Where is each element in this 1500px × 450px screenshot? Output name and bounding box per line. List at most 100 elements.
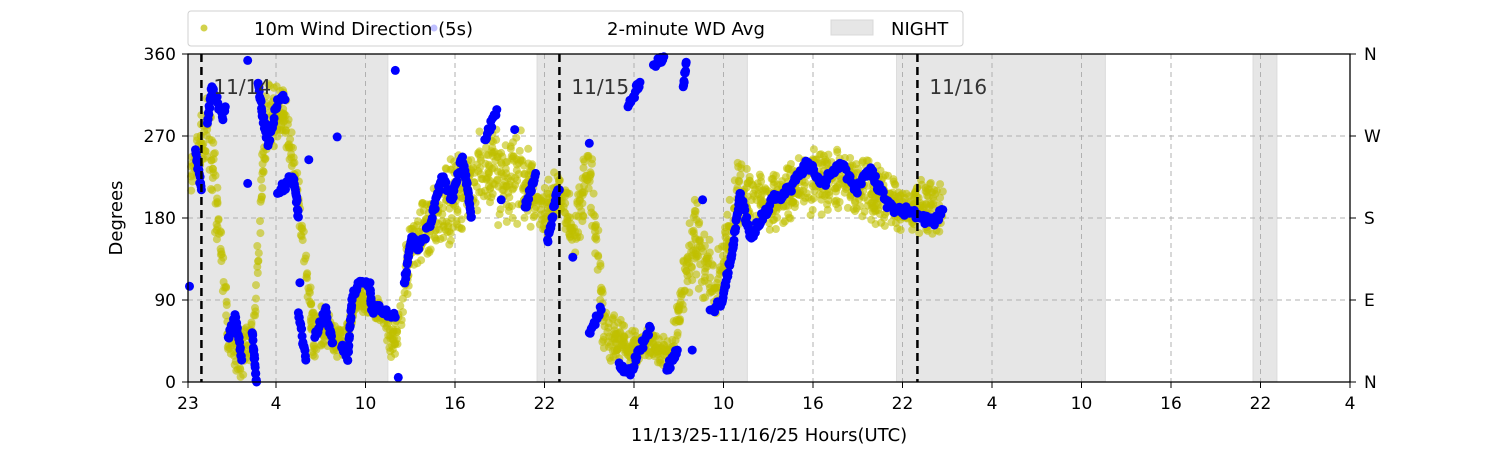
- wd-5s-point: [817, 210, 826, 219]
- grid-lines: [188, 54, 1350, 382]
- wd-5s-point: [590, 223, 599, 232]
- wd-5s-point: [936, 180, 945, 189]
- wd-2min-point: [698, 195, 708, 205]
- wd-5s-point: [197, 111, 206, 120]
- wd-5s-point: [210, 149, 219, 158]
- wd-5s-point: [709, 261, 718, 270]
- wd-5s-point: [691, 235, 700, 244]
- wd-5s-point: [439, 233, 448, 242]
- x-tick-label: 10: [1071, 394, 1093, 414]
- wd-5s-point: [497, 158, 506, 167]
- wd-5s-point: [482, 143, 491, 152]
- wd-5s-point: [305, 297, 314, 306]
- day-marker-label: 11/15: [571, 75, 629, 99]
- wd-5s-point: [256, 217, 264, 226]
- wd-5s-point: [252, 281, 260, 290]
- wd-2min-point: [390, 65, 400, 75]
- y-right-tick-label: W: [1364, 127, 1381, 147]
- wd-5s-point: [187, 186, 196, 195]
- x-axis-label: 11/13/25-11/16/25 Hours(UTC): [631, 425, 907, 446]
- wd-5s-point: [606, 356, 615, 365]
- wd-5s-point: [579, 212, 588, 221]
- wd-2min-point: [487, 122, 497, 132]
- wd-5s-point: [257, 175, 266, 184]
- wd-5s-point: [226, 349, 235, 358]
- wd-2min-point: [740, 205, 750, 215]
- night-band: [1252, 53, 1278, 383]
- wd-5s-point: [784, 164, 793, 173]
- wd-5s-point: [423, 249, 432, 258]
- wd-5s-point: [213, 183, 222, 192]
- wd-5s-point: [819, 151, 828, 160]
- day-marker-label: 11/16: [929, 75, 987, 99]
- wd-2min-point: [301, 355, 311, 365]
- wd-2min-point: [681, 57, 691, 67]
- wd-2min-point: [526, 186, 536, 196]
- x-tick-label: 22: [1250, 394, 1272, 414]
- wd-5s-point: [474, 167, 483, 176]
- wd-5s-point: [725, 195, 734, 204]
- wd-5s-point: [928, 229, 937, 238]
- wd-2min-point: [185, 281, 194, 291]
- wd-5s-point: [509, 152, 518, 161]
- wd-5s-point: [597, 283, 606, 292]
- wd-2min-point: [543, 237, 553, 247]
- wd-5s-point: [493, 175, 502, 184]
- wd-5s-point: [832, 200, 841, 209]
- wd-5s-point: [587, 208, 596, 217]
- wd-2min-point: [365, 278, 375, 288]
- x-tick-label: 16: [1160, 394, 1182, 414]
- wd-5s-point: [265, 81, 274, 90]
- wd-5s-point: [505, 202, 514, 211]
- wd-2min-point: [402, 267, 412, 277]
- wd-5s-point: [457, 225, 466, 233]
- wd-5s-point: [579, 163, 588, 172]
- wd-5s-point: [520, 213, 529, 222]
- wd-5s-point: [476, 153, 485, 162]
- x-tick-label: 16: [802, 394, 824, 414]
- wd-5s-point: [259, 167, 267, 175]
- wd-5s-point: [808, 205, 817, 214]
- x-tick-label: 16: [444, 394, 466, 414]
- wd-5s-point: [457, 215, 466, 224]
- wd-5s-point: [254, 256, 263, 265]
- wd-5s-point: [573, 199, 582, 208]
- wd-5s-point: [758, 198, 767, 207]
- wd-5s-point: [719, 251, 727, 260]
- wd-2min-point: [256, 96, 266, 106]
- wd-5s-point: [873, 198, 882, 207]
- wd-5s-point: [508, 213, 517, 222]
- wd-5s-point: [701, 264, 710, 273]
- wd-5s-point: [484, 151, 493, 160]
- wd-5s-point: [247, 320, 256, 329]
- wd-2min-point: [786, 186, 796, 196]
- wd-5s-point: [585, 173, 594, 182]
- wd-5s-point: [400, 288, 409, 297]
- wd-2min-point: [248, 335, 258, 345]
- wd-2min-point: [729, 235, 739, 245]
- wd-5s-point: [757, 177, 766, 186]
- wd-2min-point: [448, 192, 458, 202]
- wd-5s-point: [383, 336, 392, 345]
- wd-5s-point: [608, 314, 617, 322]
- wd-5s-point: [823, 200, 832, 209]
- wd-2min-point: [346, 312, 356, 322]
- wd-5s-point: [700, 241, 709, 250]
- wd-5s-point: [550, 168, 559, 177]
- wd-2min-point: [584, 138, 594, 148]
- wd-5s-point: [938, 187, 947, 196]
- y-right-tick-label: N: [1364, 373, 1377, 393]
- wd-5s-point: [253, 242, 262, 250]
- wd-5s-point: [475, 147, 484, 156]
- wd-2min-point: [295, 278, 305, 288]
- wd-5s-point: [860, 193, 869, 202]
- wd-5s-point: [925, 180, 934, 189]
- wd-5s-point: [208, 164, 217, 173]
- wd-5s-point: [470, 178, 479, 187]
- wd-5s-point: [211, 228, 219, 237]
- wd-5s-point: [846, 193, 855, 202]
- wd-5s-point: [518, 156, 527, 165]
- wd-5s-point: [524, 144, 533, 153]
- wd-2min-point: [596, 305, 606, 315]
- y-right-tick-label: N: [1364, 45, 1377, 65]
